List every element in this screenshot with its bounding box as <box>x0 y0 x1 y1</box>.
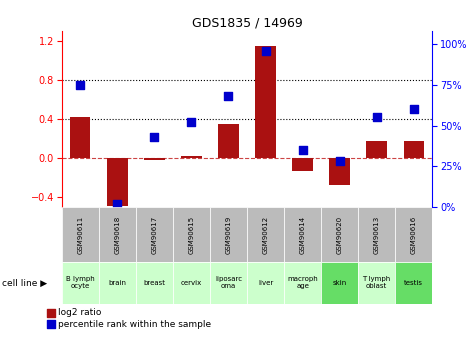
Text: liver: liver <box>258 280 273 286</box>
Text: GSM90612: GSM90612 <box>263 216 268 254</box>
Bar <box>367 140 387 158</box>
Bar <box>284 207 321 262</box>
Bar <box>247 207 284 262</box>
Text: GSM90620: GSM90620 <box>337 216 342 254</box>
Bar <box>173 207 210 262</box>
Bar <box>330 158 350 185</box>
Text: GSM90618: GSM90618 <box>114 216 120 254</box>
Point <box>299 147 306 153</box>
Point <box>188 119 195 125</box>
Point <box>410 107 418 112</box>
Bar <box>173 262 210 304</box>
Point <box>262 48 269 53</box>
Legend: log2 ratio, percentile rank within the sample: log2 ratio, percentile rank within the s… <box>48 308 211 329</box>
Bar <box>62 207 99 262</box>
Text: T lymph
oblast: T lymph oblast <box>362 276 391 289</box>
Bar <box>181 156 201 158</box>
Text: breast: breast <box>143 280 165 286</box>
Text: brain: brain <box>108 280 126 286</box>
Title: GDS1835 / 14969: GDS1835 / 14969 <box>191 17 303 30</box>
Bar <box>284 262 321 304</box>
Bar <box>107 158 127 206</box>
Text: GSM90615: GSM90615 <box>189 216 194 254</box>
Point <box>76 82 84 88</box>
Text: skin: skin <box>332 280 347 286</box>
Text: GSM90616: GSM90616 <box>411 216 417 254</box>
Bar <box>256 46 276 158</box>
Bar <box>136 207 173 262</box>
Bar <box>358 262 395 304</box>
Point <box>151 134 158 140</box>
Text: testis: testis <box>404 280 423 286</box>
Text: GSM90613: GSM90613 <box>374 216 380 254</box>
Bar <box>395 262 432 304</box>
Bar <box>210 262 247 304</box>
Text: GSM90611: GSM90611 <box>77 216 83 254</box>
Point <box>114 201 121 207</box>
Bar <box>247 262 284 304</box>
Bar <box>99 207 136 262</box>
Text: B lymph
ocyte: B lymph ocyte <box>66 276 95 289</box>
Text: GSM90614: GSM90614 <box>300 216 305 254</box>
Bar <box>404 140 424 158</box>
Bar <box>321 262 358 304</box>
Text: cell line ▶: cell line ▶ <box>2 278 48 287</box>
Text: GSM90617: GSM90617 <box>152 216 157 254</box>
Bar <box>70 117 90 158</box>
Bar <box>321 207 358 262</box>
Bar <box>136 262 173 304</box>
Bar <box>293 158 313 171</box>
Point <box>373 115 380 120</box>
Bar <box>218 124 238 158</box>
Text: macroph
age: macroph age <box>287 276 318 289</box>
Bar <box>395 207 432 262</box>
Bar <box>210 207 247 262</box>
Point <box>336 159 343 164</box>
Bar <box>144 158 164 160</box>
Text: GSM90619: GSM90619 <box>226 216 231 254</box>
Bar <box>358 207 395 262</box>
Bar <box>99 262 136 304</box>
Point <box>225 93 232 99</box>
Text: liposarc
oma: liposarc oma <box>215 276 242 289</box>
Bar <box>62 262 99 304</box>
Text: cervix: cervix <box>181 280 202 286</box>
